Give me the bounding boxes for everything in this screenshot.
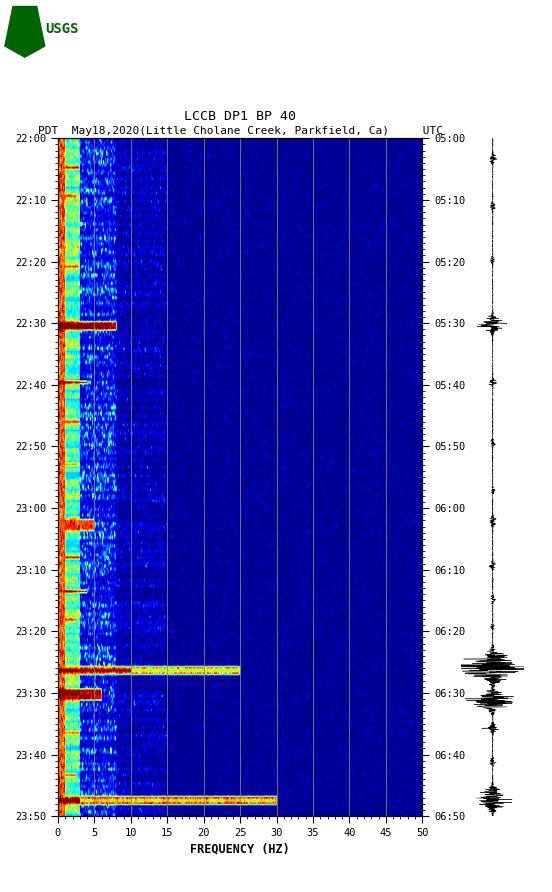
Text: PDT  May18,2020(Little Cholane Creek, Parkfield, Ca)     UTC: PDT May18,2020(Little Cholane Creek, Par… — [38, 126, 443, 136]
Text: LCCB DP1 BP 40: LCCB DP1 BP 40 — [184, 110, 296, 123]
X-axis label: FREQUENCY (HZ): FREQUENCY (HZ) — [190, 842, 290, 855]
Text: USGS: USGS — [45, 22, 79, 36]
Polygon shape — [4, 6, 45, 58]
